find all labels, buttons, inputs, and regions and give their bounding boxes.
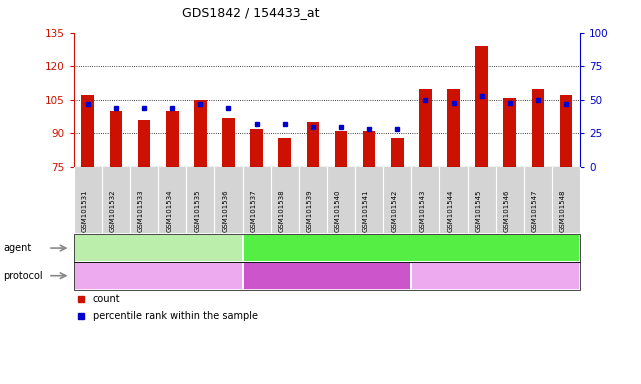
Bar <box>560 95 572 167</box>
Text: percentile rank within the sample: percentile rank within the sample <box>93 311 258 321</box>
Bar <box>531 89 544 167</box>
Text: GSM101534: GSM101534 <box>166 190 172 232</box>
Bar <box>412 262 580 290</box>
Bar <box>447 89 460 167</box>
Text: GSM101547: GSM101547 <box>532 190 538 232</box>
Bar <box>242 234 580 262</box>
Bar <box>242 262 412 290</box>
Text: five treatments: five treatments <box>458 271 533 281</box>
Text: GSM101548: GSM101548 <box>560 190 566 232</box>
Bar <box>222 118 235 167</box>
Bar <box>503 98 516 167</box>
Text: GSM101543: GSM101543 <box>419 190 426 232</box>
Text: GSM101542: GSM101542 <box>391 190 397 232</box>
Text: GDS1842 / 154433_at: GDS1842 / 154433_at <box>182 6 320 19</box>
Text: GSM101544: GSM101544 <box>447 190 454 232</box>
Bar <box>250 129 263 167</box>
Text: protocol: protocol <box>3 271 43 281</box>
Text: GSM101545: GSM101545 <box>476 190 481 232</box>
Text: humidified air: humidified air <box>124 243 192 253</box>
Bar <box>74 167 580 234</box>
Text: GSM101541: GSM101541 <box>363 190 369 232</box>
Bar <box>278 138 291 167</box>
Text: GSM101538: GSM101538 <box>279 190 285 232</box>
Text: GSM101533: GSM101533 <box>138 190 144 232</box>
Bar <box>194 100 206 167</box>
Bar <box>335 131 347 167</box>
Text: GSM101536: GSM101536 <box>222 190 228 232</box>
Bar <box>306 122 319 167</box>
Bar <box>412 262 580 290</box>
Text: control: control <box>141 271 175 281</box>
Text: count: count <box>93 294 121 304</box>
Bar <box>138 120 151 167</box>
Text: GSM101531: GSM101531 <box>82 190 88 232</box>
Bar <box>476 46 488 167</box>
Text: one treatment: one treatment <box>292 271 362 281</box>
Bar <box>74 234 242 262</box>
Bar <box>363 131 376 167</box>
Text: GSM101539: GSM101539 <box>307 190 313 232</box>
Bar <box>391 138 404 167</box>
Bar <box>74 234 580 262</box>
Text: GSM101540: GSM101540 <box>335 190 341 232</box>
Text: agent: agent <box>3 243 31 253</box>
Text: GSM101537: GSM101537 <box>251 190 256 232</box>
Bar <box>242 262 412 290</box>
Bar <box>74 234 242 262</box>
Text: ethanol vapor: ethanol vapor <box>378 243 445 253</box>
Bar <box>81 95 94 167</box>
Bar <box>74 262 242 290</box>
Bar <box>242 234 580 262</box>
Bar <box>74 262 580 290</box>
Bar <box>74 262 242 290</box>
Bar <box>166 111 178 167</box>
Bar <box>419 89 431 167</box>
Bar <box>110 111 122 167</box>
Text: GSM101535: GSM101535 <box>194 190 200 232</box>
Text: GSM101532: GSM101532 <box>110 190 116 232</box>
Text: GSM101546: GSM101546 <box>504 190 510 232</box>
